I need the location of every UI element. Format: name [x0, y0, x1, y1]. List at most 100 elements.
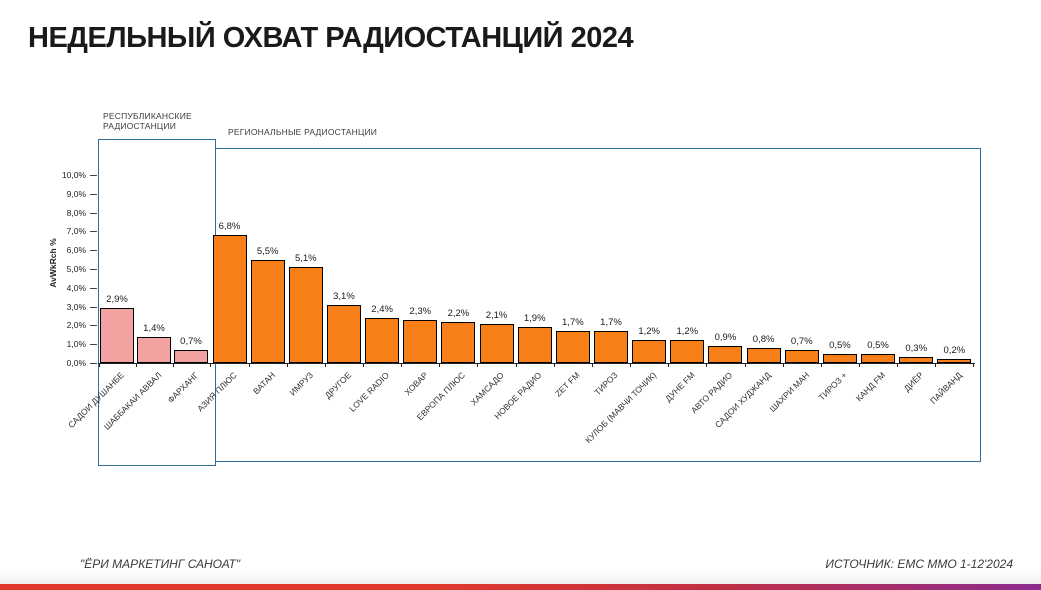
bar: [365, 318, 400, 363]
bar: [174, 350, 208, 363]
x-axis-tick-mark: [820, 364, 822, 367]
bar-value-label: 1,7%: [562, 317, 584, 328]
x-axis-tick-mark: [98, 364, 100, 367]
bar: [784, 350, 819, 363]
bar: [137, 337, 171, 363]
bar-value-label: 0,7%: [180, 336, 202, 347]
y-axis-tick-label: 6,0%: [66, 245, 86, 256]
regional-group-label: РЕГИОНАЛЬНЫЕ РАДИОСТАНЦИИ: [228, 127, 378, 137]
republican-group-label: РЕСПУБЛИКАНСКИЕ РАДИОСТАНЦИИ: [103, 111, 192, 131]
bar-value-label: 5,5%: [256, 246, 279, 257]
bar-value-label: 0,8%: [752, 334, 775, 345]
y-axis-tick-mark: [90, 325, 97, 327]
bar-value-label: 0,9%: [714, 332, 737, 343]
x-axis-tick-mark: [172, 364, 174, 367]
x-axis-tick-mark: [439, 364, 441, 367]
y-axis-tick-label: 3,0%: [66, 301, 86, 312]
bar-value-label: 6,8%: [218, 221, 241, 232]
bar-value-label: 0,3%: [905, 343, 928, 354]
bar-value-label: 1,2%: [638, 326, 660, 337]
y-axis-tick-label: 9,0%: [66, 188, 86, 199]
y-axis-tick-mark: [90, 175, 97, 176]
x-axis-tick-mark: [135, 364, 137, 367]
bar-value-label: 2,4%: [371, 304, 393, 315]
x-axis-tick-mark: [782, 364, 784, 367]
bar-value-label: 0,2%: [943, 345, 966, 356]
x-axis-tick-mark: [897, 364, 899, 367]
y-axis-tick-label: 7,0%: [66, 226, 86, 237]
bar: [822, 354, 857, 363]
y-axis-tick-label: 10,0%: [61, 170, 86, 180]
bar: [594, 331, 628, 363]
bar-value-label: 3,1%: [333, 291, 355, 302]
bar-value-label: 0,7%: [790, 336, 813, 347]
footer-fade: [0, 568, 1041, 584]
bar: [250, 260, 285, 363]
y-axis-tick-mark: [90, 344, 97, 346]
bar-value-label: 2,1%: [485, 310, 508, 321]
x-axis-tick-mark: [858, 364, 860, 367]
y-axis-tick-mark: [90, 306, 97, 308]
y-axis-tick-mark: [90, 269, 97, 270]
bar: [861, 354, 896, 363]
bar: [326, 305, 361, 363]
bar: [708, 346, 743, 363]
bar-value-label: 1,7%: [600, 317, 622, 328]
x-axis-tick-mark: [248, 364, 250, 367]
bar: [670, 340, 705, 363]
bar-value-label: 0,5%: [867, 340, 889, 351]
bar-value-label: 2,9%: [106, 294, 128, 305]
bar: [517, 327, 552, 363]
x-axis-tick-mark: [209, 364, 211, 367]
bar: [403, 320, 438, 363]
y-axis-tick-label: 8,0%: [66, 207, 86, 218]
x-axis-tick-mark: [363, 364, 365, 367]
y-axis-tick-label: 4,0%: [66, 282, 86, 293]
bar-value-label: 0,5%: [829, 340, 851, 351]
x-axis-tick-mark: [591, 364, 593, 367]
x-axis-tick-mark: [210, 364, 212, 367]
bar-value-label: 1,4%: [143, 323, 165, 334]
bar: [288, 267, 323, 363]
y-axis-tick-mark: [90, 231, 97, 233]
footer-source: ИСТОЧНИК: EMC MMO 1-12'2024: [825, 557, 1013, 571]
x-axis-tick-mark: [935, 364, 937, 367]
bar-value-label: 1,9%: [523, 313, 546, 324]
bar: [441, 322, 476, 363]
bar: [555, 331, 590, 363]
bar-value-label: 2,3%: [409, 306, 432, 317]
bar: [479, 324, 514, 363]
x-axis-tick-mark: [668, 364, 670, 367]
x-axis-tick-mark: [477, 364, 479, 367]
y-axis-tick-mark: [90, 287, 97, 289]
bar-value-label: 2,2%: [447, 308, 470, 319]
x-axis-tick-mark: [515, 364, 517, 367]
bar: [746, 348, 781, 363]
bottom-gradient-bar: [0, 584, 1041, 590]
bar: [212, 235, 247, 363]
y-axis-tick-mark: [90, 193, 97, 195]
y-axis-tick-mark: [90, 212, 97, 214]
y-axis-tick-label: 1,0%: [66, 339, 86, 350]
x-axis-tick-mark: [324, 364, 326, 367]
x-axis-tick-mark: [630, 364, 632, 367]
x-axis-tick-mark: [286, 364, 288, 367]
x-axis-tick-mark: [706, 364, 708, 367]
bar-value-label: 1,2%: [676, 326, 699, 337]
x-axis-tick-mark: [744, 364, 746, 367]
y-axis-tick-label: 5,0%: [66, 264, 86, 274]
x-axis-line: [98, 363, 975, 364]
y-axis-tick-label: 0,0%: [66, 358, 86, 368]
bar: [937, 359, 972, 363]
bar: [632, 340, 667, 363]
bar-value-label: 5,1%: [294, 253, 317, 264]
y-axis-tick-mark: [90, 250, 97, 252]
bar: [899, 357, 934, 363]
footer-brand: "ЁРИ МАРКЕТИНГ САНОАТ": [80, 557, 241, 571]
x-axis-tick-mark: [973, 364, 975, 367]
bar: [100, 308, 134, 363]
y-axis-tick-mark: [90, 363, 97, 364]
page-title: НЕДЕЛЬНЫЙ ОХВАТ РАДИОСТАНЦИЙ 2024: [28, 22, 634, 54]
x-axis-tick-mark: [401, 364, 403, 367]
